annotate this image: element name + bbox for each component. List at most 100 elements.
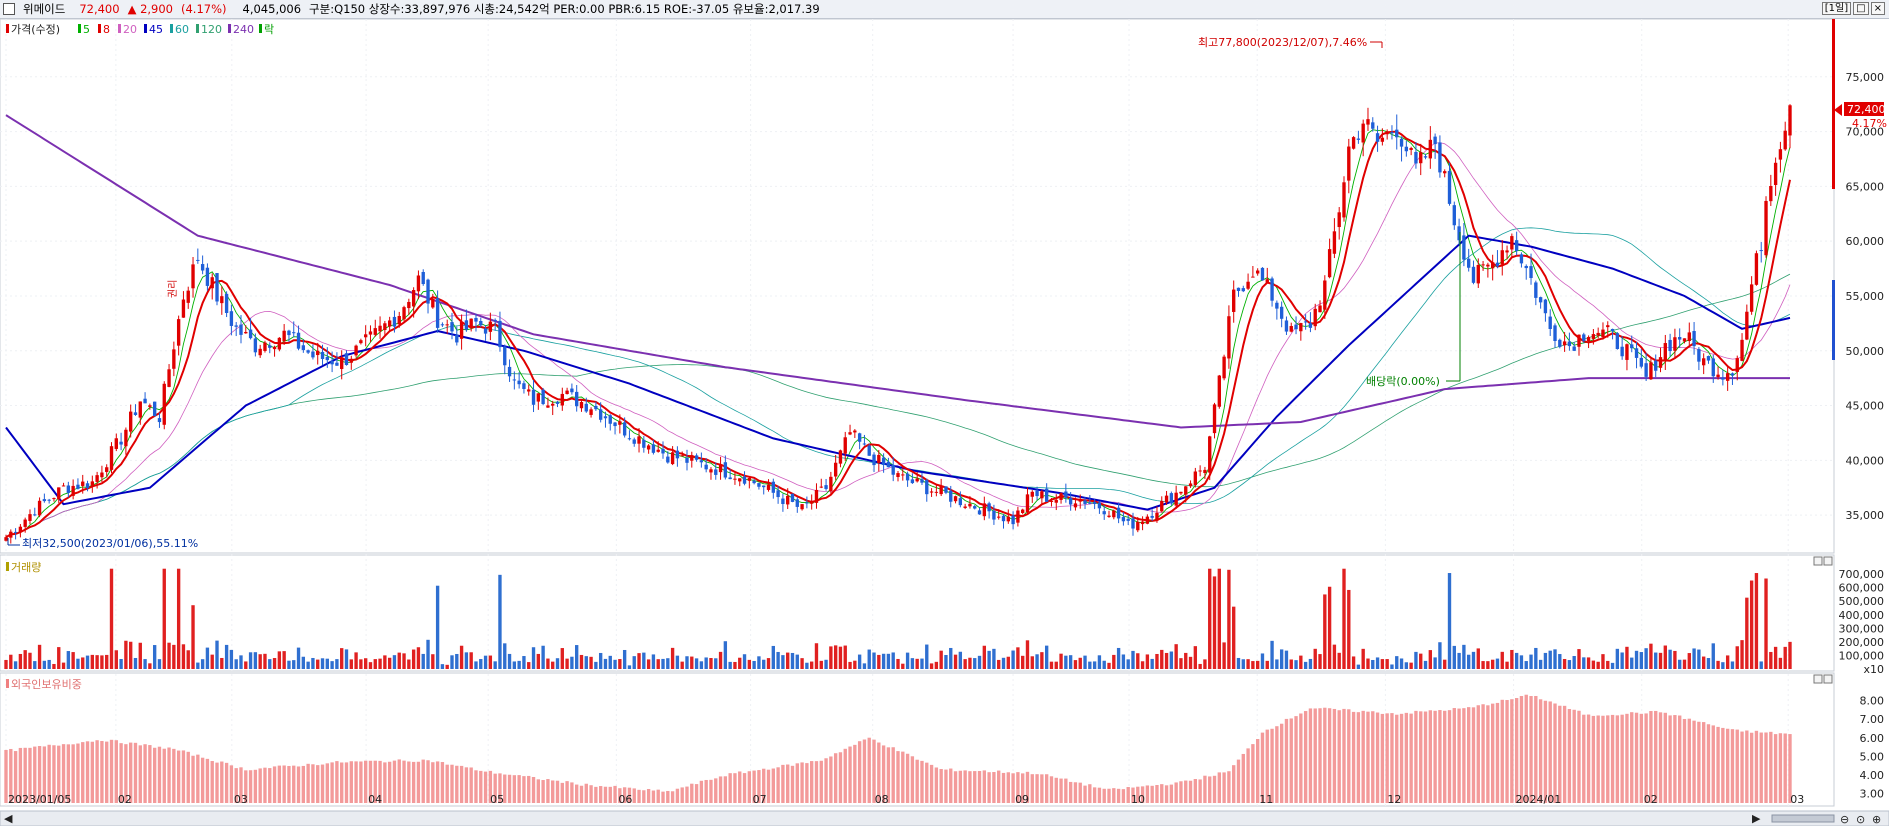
- volume-bar: [464, 652, 469, 669]
- volume-bar: [819, 660, 823, 669]
- volume-bar: [479, 659, 483, 669]
- volume-bar: [416, 647, 421, 669]
- candle: [584, 403, 588, 412]
- volume-bar: [28, 652, 32, 669]
- foreign-bar: [1725, 728, 1730, 803]
- volume-bar: [992, 648, 996, 669]
- candle: [843, 437, 847, 454]
- volume-bar: [982, 645, 987, 669]
- volume-bar: [1399, 658, 1404, 669]
- volume-bar: [1227, 569, 1231, 669]
- candle: [1021, 509, 1025, 513]
- volume-bar: [1625, 646, 1629, 669]
- foreign-bar: [512, 775, 517, 803]
- foreign-bar: [646, 789, 651, 803]
- foreign-bar: [613, 785, 617, 803]
- volume-bar: [1188, 656, 1193, 669]
- select-checkbox[interactable]: [3, 3, 15, 15]
- volume-bar: [1299, 655, 1303, 669]
- volume-bar: [1428, 650, 1433, 669]
- foreign-panel-max-icon[interactable]: [1813, 674, 1823, 684]
- foreign-bar: [1495, 702, 1500, 803]
- zoom-in-icon[interactable]: ⊕: [1872, 813, 1881, 826]
- scroll-left-icon[interactable]: ◀: [4, 812, 13, 825]
- candle: [1606, 325, 1610, 328]
- volume-bar: [704, 657, 708, 669]
- candle: [148, 405, 152, 407]
- candle: [435, 298, 440, 328]
- candle: [527, 389, 531, 392]
- candle: [325, 356, 329, 361]
- volume-panel-max-icon[interactable]: [1813, 556, 1823, 566]
- foreign-bar: [1443, 710, 1447, 803]
- volume-bar: [52, 663, 56, 669]
- volume-bar: [1332, 644, 1337, 669]
- price-change: ▲ 2,900: [127, 2, 173, 16]
- foreign-bar: [1140, 786, 1145, 803]
- volume-bar: [426, 639, 430, 669]
- volume-bar: [296, 647, 301, 669]
- volume-panel-close-icon[interactable]: [1823, 556, 1833, 566]
- foreign-bar: [1668, 715, 1672, 803]
- candle: [85, 483, 90, 489]
- candle: [1534, 282, 1538, 298]
- bottom-scrollbar[interactable]: [0, 810, 1889, 826]
- close-icon[interactable]: ×: [1870, 2, 1885, 15]
- zoom-out-icon[interactable]: ⊖: [1840, 813, 1849, 826]
- foreign-bar: [244, 770, 248, 803]
- foreign-bar: [306, 763, 310, 803]
- foreign-bar: [143, 744, 147, 803]
- volume-bar: [239, 655, 243, 669]
- volume-bar: [579, 654, 584, 669]
- panel-buttons: [1813, 556, 1833, 684]
- candle: [1582, 334, 1586, 341]
- foreign-bar: [1375, 712, 1380, 803]
- foreign-bar: [1323, 707, 1327, 803]
- foreign-panel-close-icon[interactable]: [1823, 674, 1833, 684]
- foreign-bar: [747, 771, 752, 803]
- foreign-bar: [200, 757, 205, 803]
- foreign-bar: [800, 762, 804, 803]
- volume-bar: [1251, 661, 1255, 669]
- volume-bar: [200, 659, 205, 669]
- volume-bar: [1136, 653, 1140, 669]
- maximize-icon[interactable]: □: [1853, 2, 1869, 15]
- foreign-bar: [1534, 695, 1538, 803]
- volume-bar: [373, 659, 377, 669]
- foreign-bar: [1721, 727, 1725, 803]
- candle: [824, 485, 828, 489]
- candle: [661, 448, 665, 454]
- foreign-bar: [776, 767, 780, 803]
- candle: [1490, 262, 1495, 269]
- ma8-legend: 8: [103, 23, 110, 36]
- candle: [33, 514, 37, 516]
- volume-bar: [1725, 655, 1730, 669]
- volume-bar: [1692, 648, 1696, 669]
- foreign-bar: [1490, 703, 1495, 803]
- ma5-legend: 5: [83, 23, 90, 36]
- candle: [613, 422, 617, 427]
- foreign-bar: [1759, 732, 1763, 803]
- right-accent-bar-blue: [1832, 280, 1835, 360]
- scroll-right-icon[interactable]: ▶: [1752, 812, 1761, 825]
- candle: [1332, 231, 1337, 254]
- candle: [833, 462, 838, 477]
- zoom-reset-icon[interactable]: ⊙: [1856, 813, 1865, 826]
- scroll-thumb[interactable]: [1771, 814, 1835, 823]
- foreign-bar: [1630, 712, 1634, 803]
- foreign-bar: [757, 770, 761, 803]
- foreign-bar: [42, 746, 47, 803]
- candle: [392, 316, 397, 327]
- candle: [1121, 517, 1126, 522]
- candle: [1054, 499, 1058, 503]
- volume-bar: [656, 659, 660, 669]
- candle: [1553, 325, 1557, 341]
- period-button[interactable]: [1일]: [1821, 2, 1852, 15]
- candle: [1395, 129, 1399, 138]
- volume-bar: [1721, 662, 1725, 669]
- foreign-bar: [76, 743, 80, 803]
- foreign-bar: [1625, 713, 1629, 803]
- volume-bar: [608, 655, 612, 669]
- foreign-bar: [1505, 700, 1509, 803]
